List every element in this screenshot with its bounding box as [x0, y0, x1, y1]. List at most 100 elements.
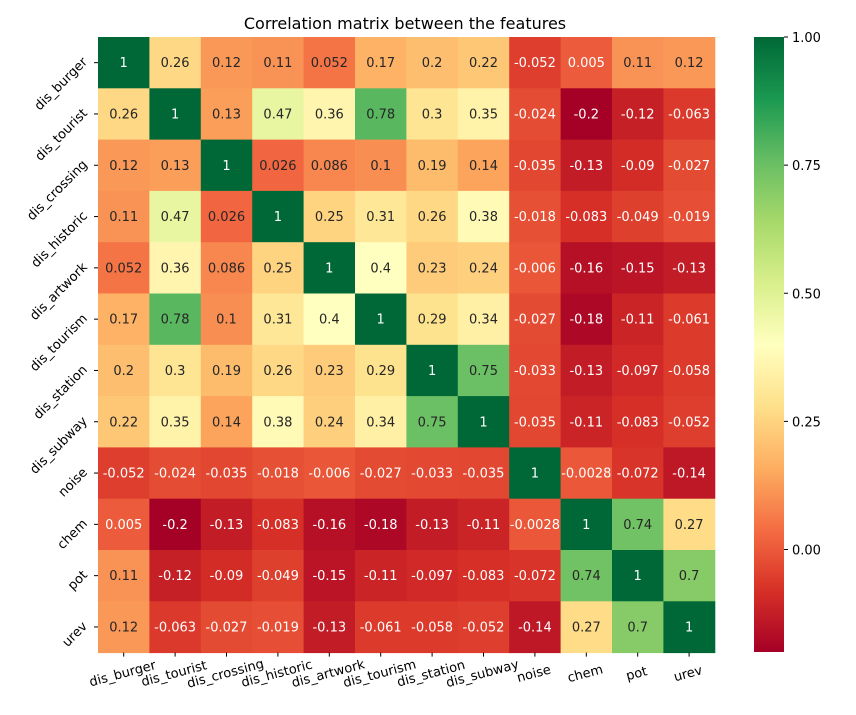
cell-value-label: -0.13 [210, 518, 244, 533]
heatmap-cell [200, 498, 253, 551]
cell-value-label: 0.47 [263, 107, 292, 122]
heatmap-cell [252, 293, 305, 346]
heatmap-cell [98, 190, 150, 243]
heatmap-cell [663, 37, 716, 89]
cell-value-label: 0.12 [212, 56, 241, 71]
cell-value-label: 0.22 [469, 56, 498, 71]
cell-value-label: 0.14 [469, 159, 498, 174]
cell-value-label: -0.027 [514, 313, 556, 328]
y-tick-label: urev [60, 619, 91, 650]
cell-value-label: -0.052 [103, 467, 145, 482]
cell-value-label: -0.0028 [510, 518, 560, 533]
cell-value-label: 1 [479, 415, 487, 430]
heatmap-cell [252, 190, 305, 243]
cell-value-label: 0.47 [161, 210, 190, 225]
cell-value-label: -0.16 [312, 518, 346, 533]
cell-value-label: -0.035 [206, 467, 248, 482]
cell-value-label: -0.083 [565, 210, 607, 225]
heatmap-cell [663, 447, 716, 500]
heatmap-cell [560, 293, 613, 346]
heatmap-cell [303, 88, 356, 141]
cell-value-label: -0.027 [668, 159, 710, 174]
heatmap-cell [303, 344, 356, 397]
colorbar-tick-label: 0.75 [792, 159, 821, 174]
cell-value-label: -0.15 [312, 569, 346, 584]
heatmap-cell [200, 396, 253, 448]
cell-value-label: -0.083 [617, 415, 659, 430]
cell-value-label: -0.027 [206, 620, 248, 635]
heatmap-cell [663, 396, 716, 448]
heatmap-cell [406, 447, 459, 500]
cell-value-label: -0.11 [621, 313, 655, 328]
heatmap-cell [303, 447, 356, 500]
cell-value-label: 0.26 [263, 364, 292, 379]
heatmap-cell [457, 139, 510, 192]
heatmap-cell [406, 242, 459, 294]
cell-value-label: 0.34 [366, 415, 395, 430]
cell-value-label: -0.052 [668, 415, 710, 430]
cell-value-label: 1 [325, 261, 333, 276]
cell-value-label: -0.083 [257, 518, 299, 533]
heatmap-cell [509, 37, 562, 89]
cell-value-label: -0.035 [463, 467, 505, 482]
y-tick-label: dis_burger [32, 54, 91, 113]
heatmap-cell [252, 139, 305, 192]
cell-value-label: 0.1 [370, 159, 391, 174]
heatmap-cell [149, 344, 202, 397]
cell-value-label: 0.23 [315, 364, 344, 379]
cell-value-label: 0.11 [109, 569, 138, 584]
cell-value-label: -0.11 [569, 415, 603, 430]
cell-value-label: 0.35 [161, 415, 190, 430]
cell-value-label: -0.033 [514, 364, 556, 379]
cell-value-label: 0.1 [216, 313, 237, 328]
cell-value-label: 0.36 [161, 261, 190, 276]
x-tick-label: noise [515, 663, 552, 686]
heatmap-cell [612, 37, 664, 89]
heatmap-cell [355, 601, 407, 654]
heatmap-cell [149, 242, 202, 294]
cell-value-label: 1 [171, 107, 179, 122]
cell-value-label: 0.3 [422, 107, 443, 122]
heatmap-cell [303, 601, 356, 654]
chart-title: Correlation matrix between the features [244, 14, 566, 33]
heatmap-cell [149, 498, 202, 551]
heatmap-cell [303, 498, 356, 551]
heatmap-cell [98, 550, 150, 602]
heatmap-cell [406, 190, 459, 243]
heatmap-cell [355, 88, 407, 141]
heatmap-cell [98, 601, 150, 654]
cell-value-label: 1 [428, 364, 436, 379]
cell-value-label: 0.4 [319, 313, 340, 328]
heatmap-cell [509, 550, 562, 602]
heatmap-cell [252, 498, 305, 551]
cell-value-label: 0.36 [315, 107, 344, 122]
cell-value-label: 1 [377, 313, 385, 328]
heatmap-cell [560, 447, 613, 500]
cell-value-label: 0.26 [109, 107, 138, 122]
cell-value-label: 0.38 [469, 210, 498, 225]
cell-value-label: -0.049 [257, 569, 299, 584]
cell-value-label: 0.11 [263, 56, 292, 71]
heatmap-cell [303, 190, 356, 243]
heatmap-cell [200, 242, 253, 294]
cell-value-label: 0.75 [469, 364, 498, 379]
heatmap-cell [612, 447, 664, 500]
cell-value-label: -0.14 [672, 467, 706, 482]
colorbar: 0.00 0.25 0.50 0.75 1.00 [754, 31, 821, 652]
cell-value-label: -0.052 [463, 620, 505, 635]
cell-value-label: 0.75 [418, 415, 447, 430]
heatmap-cell [98, 447, 150, 500]
heatmap-cell [663, 242, 716, 294]
cell-value-label: -0.12 [158, 569, 192, 584]
cell-value-label: 0.005 [105, 518, 142, 533]
cell-value-label: -0.058 [668, 364, 710, 379]
heatmap-cell [355, 498, 407, 551]
heatmap-cell [252, 242, 305, 294]
heatmap-cell [149, 190, 202, 243]
heatmap-cell [560, 139, 613, 192]
heatmap-cell [355, 242, 407, 294]
cell-value-label: 0.2 [113, 364, 134, 379]
cell-value-label: -0.061 [360, 620, 402, 635]
cell-value-label: -0.019 [257, 620, 299, 635]
heatmap-cell [200, 190, 253, 243]
